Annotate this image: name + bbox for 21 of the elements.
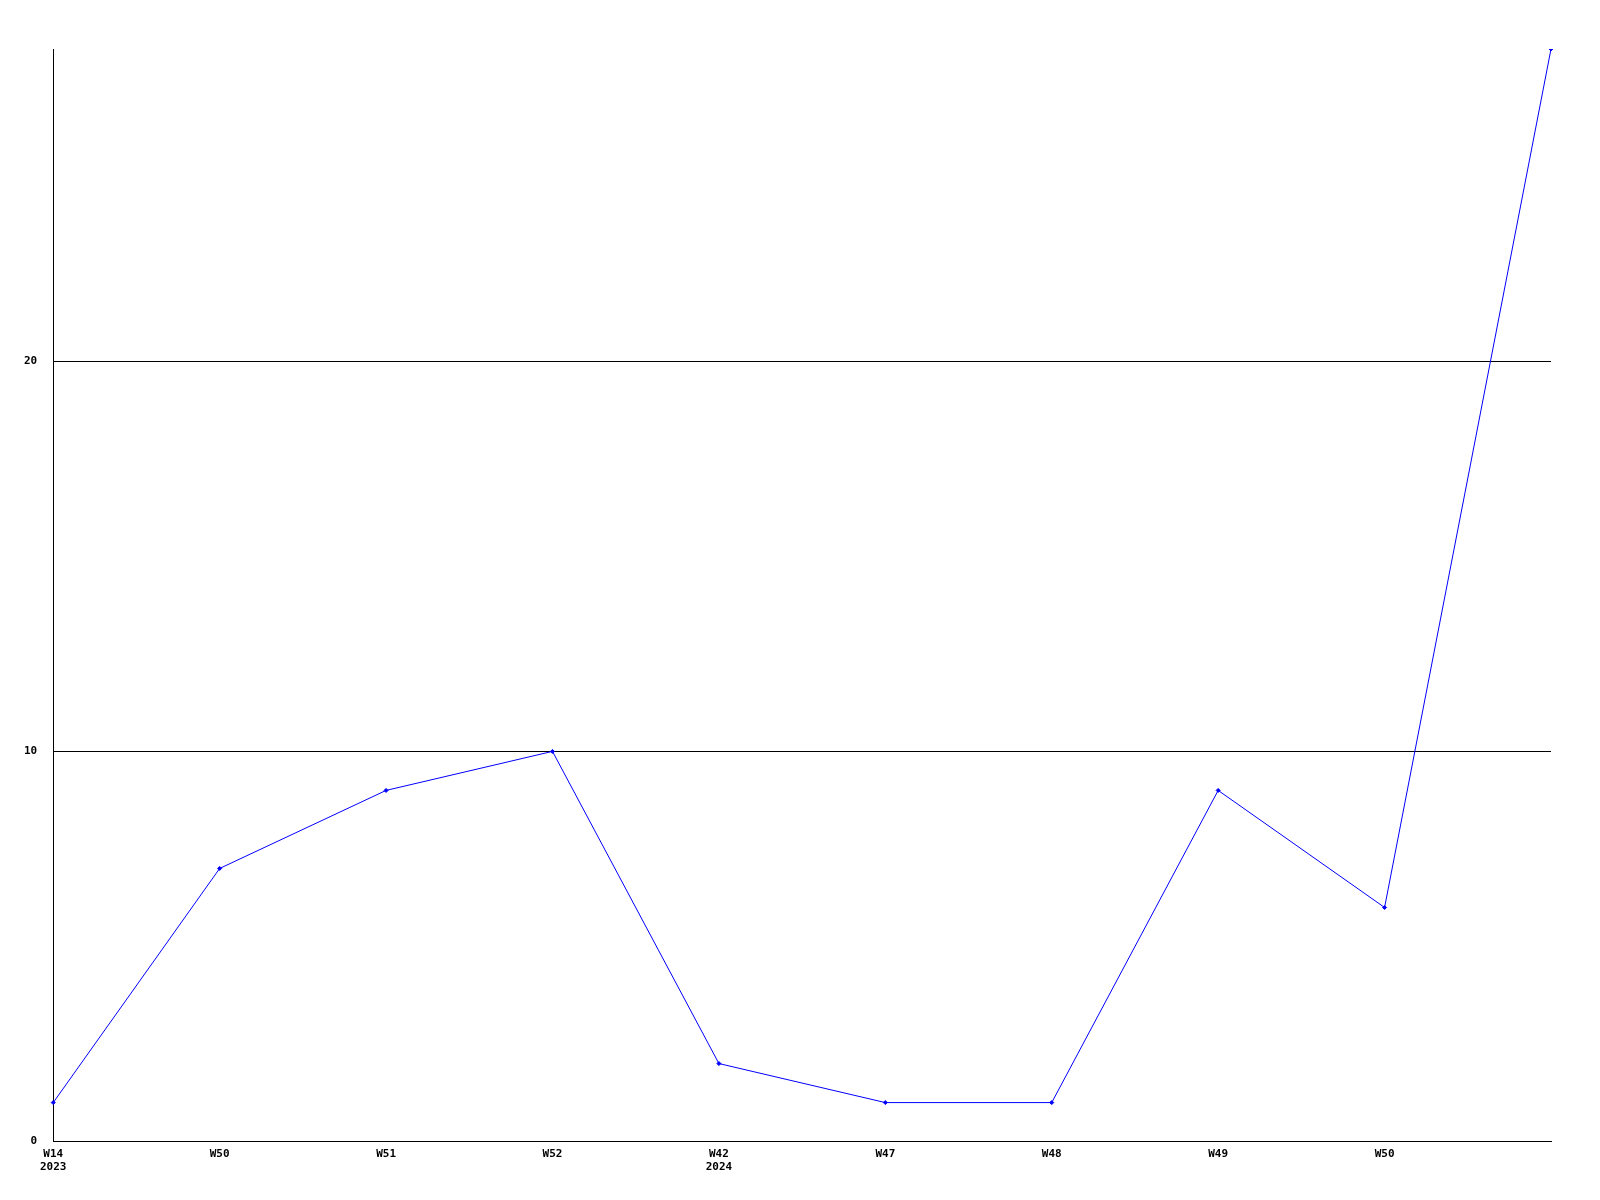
x-tick-label: W48 bbox=[1041, 1147, 1062, 1161]
x-tick-label: W47 bbox=[875, 1147, 896, 1161]
point bbox=[1049, 1100, 1055, 1106]
point bbox=[1382, 904, 1388, 910]
point bbox=[716, 1061, 722, 1067]
point bbox=[383, 787, 389, 793]
point bbox=[882, 1100, 888, 1106]
x-tick-label: W42 2024 bbox=[705, 1147, 733, 1174]
point bbox=[1215, 787, 1221, 793]
y-tick-label: 0 bbox=[30, 1134, 38, 1148]
x-tick-label: W50 bbox=[1374, 1147, 1395, 1161]
y-tick-label: 10 bbox=[24, 744, 38, 758]
x-tick-label: W14 2023 bbox=[40, 1147, 67, 1174]
x-tick-label: W49 bbox=[1208, 1147, 1229, 1161]
x-tick-label: W52 bbox=[542, 1147, 563, 1161]
x-tick-label: W51 bbox=[376, 1147, 397, 1161]
point bbox=[50, 1100, 56, 1106]
point bbox=[550, 748, 555, 754]
x-tick-label: W50 bbox=[209, 1147, 230, 1161]
y-tick-label: 20 bbox=[24, 354, 38, 368]
point bbox=[217, 865, 223, 871]
